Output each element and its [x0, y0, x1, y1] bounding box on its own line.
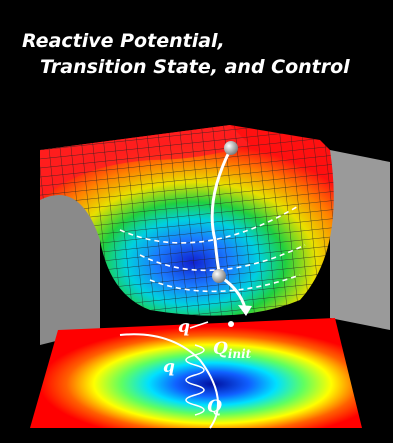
title-line: Reactive Potential,: [22, 30, 225, 52]
illustration: Reactive Potential, Transition State, an…: [0, 0, 393, 443]
floor-map: [30, 318, 362, 428]
label-q: q: [178, 317, 190, 337]
ball-top: [224, 141, 238, 155]
dot: [228, 321, 234, 327]
ball-bottom: [212, 269, 226, 283]
title-line: Transition State, and Control: [40, 56, 350, 78]
label-q-final: Q: [207, 397, 222, 417]
label-q: q: [163, 357, 175, 377]
q-init-main: Q: [213, 339, 228, 359]
q-init-sub: init: [228, 347, 252, 361]
right-wall: [330, 150, 390, 330]
